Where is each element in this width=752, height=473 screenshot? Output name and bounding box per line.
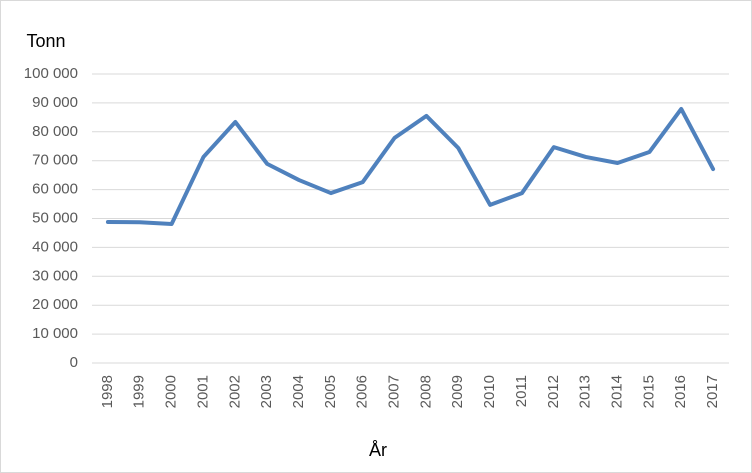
y-tick-label: 60 000 — [32, 181, 78, 198]
y-axis-title: Tonn — [26, 31, 65, 51]
y-tick-label: 90 000 — [32, 94, 78, 111]
y-tick-label: 100 000 — [24, 65, 78, 82]
x-tick-label: 1999 — [131, 375, 148, 408]
x-tick-label: 2014 — [608, 375, 625, 408]
y-tick-label: 20 000 — [32, 296, 78, 313]
x-tick-label: 2011 — [513, 375, 530, 407]
x-tick-label: 2001 — [194, 375, 211, 408]
y-tick-label: 40 000 — [32, 238, 78, 255]
y-tick-label: 70 000 — [32, 152, 78, 169]
x-tick-label: 2000 — [163, 375, 180, 408]
y-tick-label: 50 000 — [32, 209, 78, 226]
y-tick-label: 0 — [70, 354, 78, 371]
x-tick-label: 2010 — [481, 375, 498, 408]
x-tick-label: 2005 — [322, 375, 339, 408]
x-tick-label: 2008 — [417, 375, 434, 408]
x-tick-label: 2016 — [672, 375, 689, 408]
x-tick-label: 2007 — [386, 375, 403, 408]
x-tick-label: 2002 — [226, 375, 243, 408]
y-tick-label: 80 000 — [32, 123, 78, 140]
data-line — [105, 106, 716, 226]
x-tick-label: 2006 — [354, 375, 371, 408]
x-tick-label: 2012 — [545, 375, 562, 408]
x-tick-label: 2003 — [258, 375, 275, 408]
y-tick-label: 30 000 — [32, 267, 78, 284]
x-tick-label: 2004 — [290, 375, 307, 408]
x-tick-label: 2015 — [640, 375, 657, 408]
x-tick-label: 2013 — [577, 375, 594, 408]
x-axis-title: År — [369, 440, 387, 460]
x-tick-label: 1998 — [99, 375, 116, 408]
x-tick-label: 2009 — [449, 375, 466, 408]
x-tick-label: 2017 — [704, 375, 721, 408]
y-tick-label: 10 000 — [32, 325, 78, 342]
